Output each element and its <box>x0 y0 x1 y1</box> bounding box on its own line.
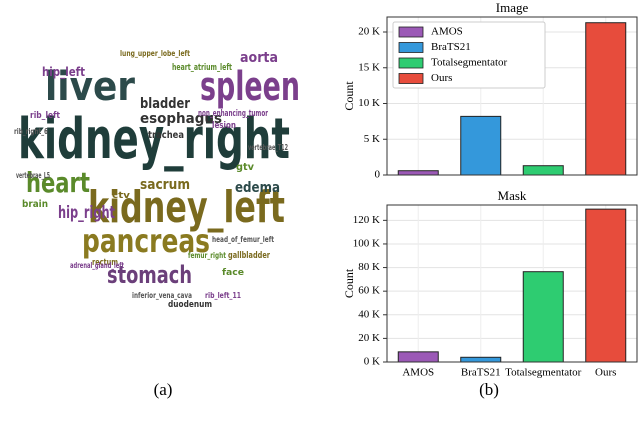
word: gallbladder <box>228 251 270 261</box>
chart-title: Image <box>496 0 529 15</box>
x-tick-label: BraTS21 <box>461 367 501 379</box>
bar <box>585 22 627 176</box>
axes-frame <box>386 16 638 176</box>
x-tick-label: Totalsegmentator <box>505 367 582 379</box>
word: sacrum <box>140 177 190 193</box>
legend-swatch <box>398 26 424 38</box>
legend-label: Ours <box>431 72 452 84</box>
word: hip_left <box>42 65 85 80</box>
legend-label: Totalsegmentator <box>431 57 508 69</box>
word: rib_left_11 <box>205 291 241 300</box>
word: rib_left <box>30 111 61 121</box>
word: ctv <box>112 191 130 201</box>
y-axis-label: Count <box>342 268 356 298</box>
y-tick-label: 5 K <box>364 133 380 145</box>
y-tick-label: 20 K <box>358 332 380 344</box>
y-tick-label: 0 <box>375 169 381 181</box>
y-tick-label: 20 K <box>358 26 380 38</box>
y-tick-label: 60 K <box>358 285 380 297</box>
legend-swatch <box>398 42 424 53</box>
y-tick-label: 100 K <box>353 237 380 249</box>
word: trachea <box>148 130 184 141</box>
y-tick-label: 10 K <box>358 97 380 109</box>
word: heart <box>26 166 90 199</box>
word: face <box>222 268 244 278</box>
word: heart_atrium_left <box>172 63 232 73</box>
word: edema <box>235 180 280 196</box>
word: vertebrae_T12 <box>248 143 288 152</box>
word: non_enhancing_tumor <box>198 109 268 119</box>
legend-swatch <box>398 73 424 84</box>
legend-swatch <box>398 57 424 69</box>
word: brain <box>22 199 48 210</box>
word: hip_right <box>58 203 115 223</box>
word: adrenal_gland_left <box>70 261 124 270</box>
y-tick-label: 80 K <box>358 261 380 273</box>
word: spleen <box>200 64 300 110</box>
y-tick-label: 15 K <box>358 61 380 73</box>
y-tick-label: 0 K <box>364 356 380 368</box>
chart-title: Mask <box>498 188 527 203</box>
word: kidney_right <box>18 107 290 172</box>
bar <box>460 115 502 176</box>
word: aorta <box>240 50 278 66</box>
word: rectum <box>92 258 118 268</box>
bar <box>522 271 564 363</box>
axes-frame <box>386 204 638 363</box>
bar <box>522 165 564 176</box>
bar <box>397 351 439 363</box>
bar <box>397 170 439 176</box>
y-axis-label: Count <box>342 81 356 111</box>
legend-box <box>392 21 546 89</box>
bar <box>460 356 502 363</box>
x-tick-label: Ours <box>595 367 616 379</box>
word: head_of_femur_left <box>212 235 274 244</box>
caption: (b) <box>479 380 499 399</box>
legend-label: AMOS <box>431 26 463 38</box>
word: vertebrae_L5 <box>16 171 50 180</box>
word: esophagus <box>140 111 222 127</box>
word: bladder <box>140 96 190 112</box>
word: lung_upper_lobe_left <box>120 49 190 58</box>
word: inferior_vena_cava <box>132 291 192 300</box>
y-tick-label: 40 K <box>358 308 380 320</box>
word: lesion <box>212 121 236 131</box>
bar <box>585 208 627 363</box>
word: stomach <box>107 261 192 289</box>
word: femur_right <box>188 251 226 260</box>
x-tick-label: AMOS <box>402 367 434 379</box>
y-tick-label: 120 K <box>353 214 380 226</box>
word-cloud: kidney_right kidney_left spleen liver pancre… <box>14 49 300 310</box>
word: kidney_left <box>88 182 285 233</box>
word: rib_right_6 <box>14 127 48 136</box>
word: liver <box>45 64 135 110</box>
caption: (a) <box>154 380 173 399</box>
word: duodenum <box>168 300 212 310</box>
legend-label: BraTS21 <box>431 41 471 53</box>
word: gtv <box>236 162 254 173</box>
word: pancreas <box>82 222 210 260</box>
